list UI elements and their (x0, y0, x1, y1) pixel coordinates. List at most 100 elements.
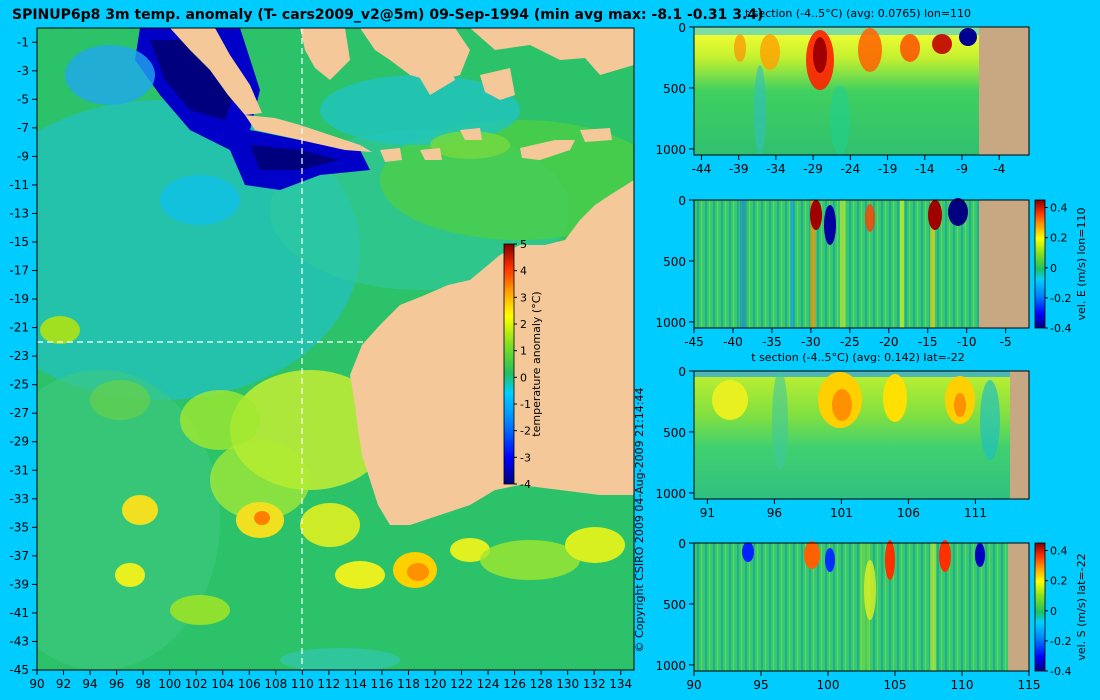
map-y-tick-label: -15 (9, 235, 29, 249)
section2-x-tick-label: -5 (1000, 335, 1012, 349)
section1-x-tick-label: -9 (956, 162, 968, 176)
map-colorbar-tick-label: 4 (520, 265, 527, 278)
section4-x-tick-label: 110 (951, 678, 974, 692)
section1-x-tick-label: -24 (841, 162, 861, 176)
map-y-tick-label: -25 (9, 378, 29, 392)
map-x-tick-label: 116 (370, 677, 393, 691)
map-frame (36, 27, 635, 671)
section4-x-tick-label: 90 (686, 678, 701, 692)
map-x-tick-label: 104 (211, 677, 234, 691)
map-x-tick-label: 102 (185, 677, 208, 691)
map-x-tick-label: 130 (556, 677, 579, 691)
map-x-tick-label: 94 (82, 677, 97, 691)
map-y-tick-label: -43 (9, 634, 29, 648)
section4-y-tick-label: 500 (663, 598, 686, 612)
section3-title: t section (-4..5°C) (avg: 0.142) lat=-22 (751, 351, 964, 364)
map-x-tick-label: 112 (317, 677, 340, 691)
map-y-tick-label: -27 (9, 406, 29, 420)
map-colorbar-tick-label: -1 (520, 398, 531, 411)
map-colorbar-label: temperature anomaly (°C) (530, 291, 543, 436)
map-x-tick-label: 124 (477, 677, 500, 691)
section3-x-tick-label: 91 (700, 506, 715, 520)
map-y-tick-label: -39 (9, 577, 29, 591)
main-title: SPINUP6p8 3m temp. anomaly (T- cars2009_… (12, 7, 763, 23)
map-y-tick-label: -7 (17, 121, 29, 135)
map-y-tick-label: -33 (9, 492, 29, 506)
map-y-tick-label: -17 (9, 264, 29, 278)
map-x-tick-label: 98 (135, 677, 150, 691)
map-x-tick-label: 122 (450, 677, 473, 691)
map-x-tick-label: 114 (344, 677, 367, 691)
section1-panel: t section (-4..5°C) (avg: 0.0765) lon=11… (655, 7, 1030, 176)
section1-y-tick-label: 500 (663, 82, 686, 96)
section4-x-tick-label: 115 (1018, 678, 1041, 692)
map-y-tick-label: -3 (17, 64, 29, 78)
section4-colorbar-tick-label: 0.2 (1050, 575, 1068, 588)
section4-colorbar-tick-label: -0.4 (1050, 665, 1071, 678)
section4-colorbar-tick-label: 0 (1050, 605, 1057, 618)
map-field (37, 28, 634, 670)
section4-colorbar-label: vel. S (m/s) lat=-22 (1075, 553, 1088, 660)
section2-y-tick-label: 0 (678, 194, 686, 208)
section2-y-tick-label: 500 (663, 255, 686, 269)
section2-colorbar-tick-label: -0.4 (1050, 322, 1071, 335)
map-x-tick-label: 134 (609, 677, 632, 691)
section3-y-tick-label: 0 (678, 365, 686, 379)
section2-colorbar-tick-label: 0.2 (1050, 232, 1068, 245)
section1-x-tick-label: -39 (729, 162, 749, 176)
section2-colorbar-tick-label: 0 (1050, 262, 1057, 275)
section4-colorbar-tick-label: -0.2 (1050, 635, 1071, 648)
section3-y-tick-label: 500 (663, 426, 686, 440)
section3-x-tick-label: 111 (964, 506, 987, 520)
section1-x-tick-label: -44 (692, 162, 712, 176)
section4-x-tick-label: 100 (817, 678, 840, 692)
map-y-tick-label: -11 (9, 178, 29, 192)
section1-x-tick-label: -4 (993, 162, 1005, 176)
map-y-tick-label: -1 (17, 35, 29, 49)
map-x-tick-label: 92 (56, 677, 71, 691)
section2-x-tick-label: -40 (723, 335, 743, 349)
section3-panel: t section (-4..5°C) (avg: 0.142) lat=-22… (655, 351, 1030, 520)
section2-panel: -45 -40 -35 -30 -25 -20 -15 -10 -5 0 500 1000 0.4 0.… (655, 194, 1088, 349)
section2-x-tick-label: -35 (762, 335, 782, 349)
map-y-axis: -1 -3 -5 -7 -9 -11 -13 -15 -17 -19 -21 -23 -25 -27 -29… (9, 35, 37, 677)
section2-x-tick-label: -15 (918, 335, 938, 349)
section4-colorbar-tick-label: 0.4 (1050, 545, 1068, 558)
map-y-tick-label: -41 (9, 606, 29, 620)
map-colorbar-tick-label: -4 (520, 478, 531, 491)
map-y-tick-label: -45 (9, 663, 29, 677)
map-y-tick-label: -13 (9, 206, 29, 220)
section1-y-tick-label: 0 (678, 21, 686, 35)
copyright-text: © Copyright CSIRO 2009 04-Aug-2009 21:14… (633, 387, 646, 652)
section3-x-tick-label: 101 (830, 506, 853, 520)
section2-colorbar-label: vel. E (m/s) lon=110 (1075, 208, 1088, 321)
map-x-axis: 90 92 94 96 98 100 102 104 106 108 110 112 114 116 118… (29, 670, 632, 691)
map-x-tick-label: 120 (424, 677, 447, 691)
map-colorbar-tick-label: 3 (520, 291, 527, 304)
section1-x-tick-label: -14 (915, 162, 935, 176)
section2-x-tick-label: -10 (957, 335, 977, 349)
map-colorbar: 5 4 3 2 1 0 -1 -2 -3 -4 temperature anomaly (°C) (503, 238, 543, 491)
map-y-tick-label: -29 (9, 435, 29, 449)
map-x-tick-label: 110 (291, 677, 314, 691)
map-colorbar-tick-label: 2 (520, 318, 527, 331)
map-colorbar-tick-label: 1 (520, 345, 527, 358)
section3-y-tick-label: 1000 (655, 487, 686, 501)
section4-y-tick-label: 1000 (655, 659, 686, 673)
section3-x-tick-label: 96 (767, 506, 782, 520)
map-y-tick-label: -9 (17, 149, 29, 163)
section2-x-tick-label: -25 (840, 335, 860, 349)
map-y-tick-label: -19 (9, 292, 29, 306)
map-x-tick-label: 96 (109, 677, 124, 691)
map-panel: 90 92 94 96 98 100 102 104 106 108 110 112 114 116 118… (9, 27, 646, 691)
section1-title: t section (-4..5°C) (avg: 0.0765) lon=11… (745, 7, 971, 20)
section1-x-tick-label: -34 (766, 162, 786, 176)
map-y-tick-label: -23 (9, 349, 29, 363)
map-x-tick-label: 108 (264, 677, 287, 691)
section1-x-tick-label: -19 (878, 162, 898, 176)
map-colorbar-tick-label: -2 (520, 425, 531, 438)
map-x-tick-label: 128 (530, 677, 553, 691)
map-x-tick-label: 106 (238, 677, 261, 691)
map-x-tick-label: 118 (397, 677, 420, 691)
